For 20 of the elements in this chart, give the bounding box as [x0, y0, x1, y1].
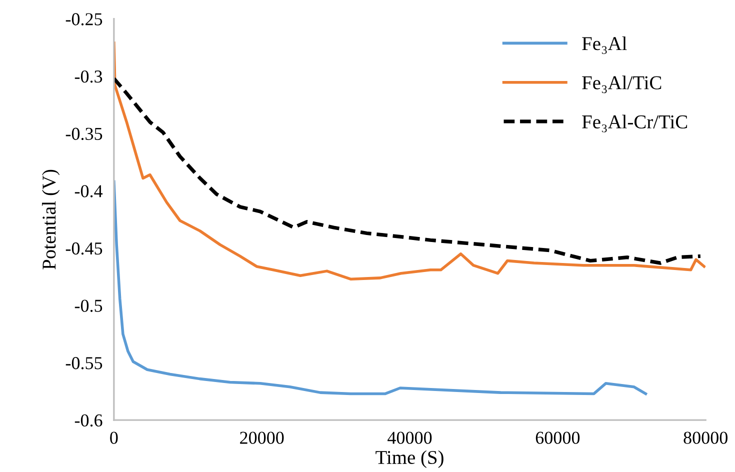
y-tick-label: -0.55: [66, 357, 102, 370]
y-axis-title: Potential (V): [42, 170, 60, 270]
y-tick-label: -0.45: [66, 242, 102, 255]
x-tick-label: 0: [110, 432, 118, 444]
line-series: [114, 180, 648, 396]
x-tick-label: 80000: [684, 432, 728, 444]
y-tick-label: -0.3: [74, 70, 102, 83]
legend-label: Fe₃Al: [582, 36, 627, 54]
x-axis-title: Time (S): [376, 450, 444, 468]
x-tick-label: 20000: [240, 432, 284, 444]
y-tick-label: -0.4: [74, 185, 103, 198]
y-tick-label: -0.25: [66, 13, 102, 26]
x-tick-label: 40000: [388, 432, 432, 444]
legend-label: Fe₃Al/TiC: [582, 76, 662, 94]
y-tick-label: -0.35: [66, 128, 102, 140]
y-tick-label: -0.6: [74, 414, 102, 427]
x-tick-label: 60000: [536, 432, 580, 444]
line-series: [114, 76, 702, 265]
legend-label: Fe₃Al-Cr/TiC: [582, 114, 688, 132]
y-tick-label: -0.5: [74, 300, 102, 312]
